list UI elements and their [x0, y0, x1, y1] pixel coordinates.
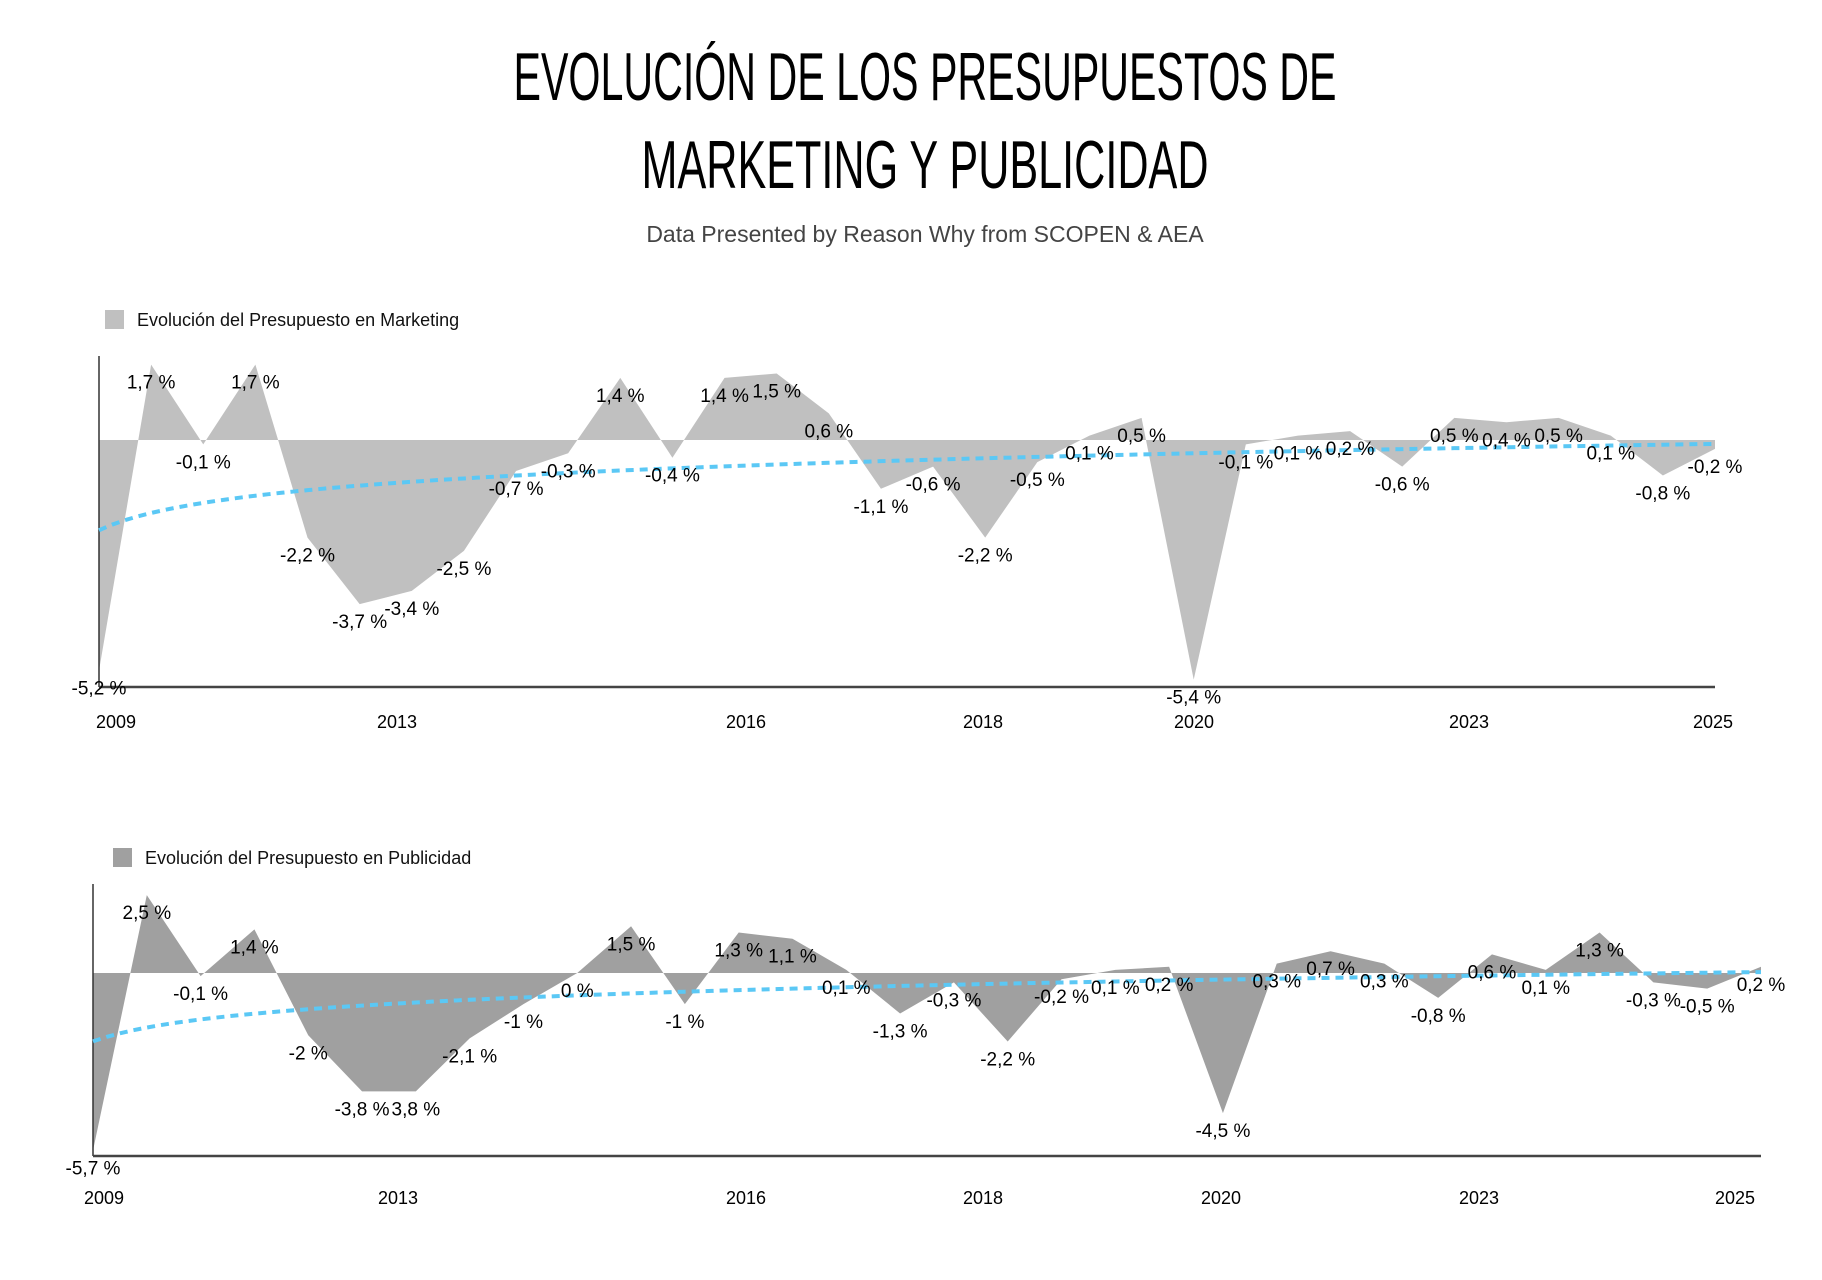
- data-label: -2,2 %: [280, 546, 335, 567]
- data-label: -5,2 %: [72, 679, 127, 700]
- x-tick-label: 2023: [1449, 712, 1489, 732]
- data-label: -4,5 %: [1195, 1121, 1250, 1142]
- data-label: 0,6 %: [1468, 962, 1517, 983]
- data-label: -0,8 %: [1635, 483, 1690, 504]
- publicidad-chart: Evolución del Presupuesto en Publicidad …: [66, 848, 1786, 1208]
- data-label: 0,5 %: [1117, 426, 1166, 447]
- data-label: 0,1 %: [1521, 978, 1570, 999]
- subtitle: Data Presented by Reason Why from SCOPEN…: [646, 221, 1204, 247]
- data-label: 1,3 %: [714, 941, 763, 962]
- data-label: -2,5 %: [436, 559, 491, 580]
- data-label: 0,1 %: [1091, 978, 1140, 999]
- data-label: -0,6 %: [906, 475, 961, 496]
- data-label: 0,3 %: [1360, 972, 1409, 993]
- data-label: -1 %: [504, 1012, 543, 1033]
- data-label: -0,5 %: [1680, 997, 1735, 1018]
- data-label: -0,1 %: [176, 452, 231, 473]
- legend-label: Evolución del Presupuesto en Publicidad: [145, 848, 471, 868]
- data-label: -0,3 %: [1626, 990, 1681, 1011]
- data-label: 0,1 %: [1586, 444, 1635, 465]
- title-line-2: MARKETING Y PUBLICIDAD: [642, 127, 1209, 203]
- x-tick-label: 2016: [726, 712, 766, 732]
- data-label: 0,6 %: [805, 421, 854, 442]
- data-label: -5,7 %: [66, 1159, 121, 1180]
- data-label: -0,5 %: [1010, 470, 1065, 491]
- data-label: -1,1 %: [853, 497, 908, 518]
- x-tick-label: 2025: [1693, 712, 1733, 732]
- x-tick-label: 2025: [1715, 1188, 1755, 1208]
- legend-swatch: [113, 848, 132, 867]
- x-tick-label: 2013: [377, 712, 417, 732]
- data-label: -0,1 %: [1218, 452, 1273, 473]
- data-label: 0,2 %: [1737, 975, 1786, 996]
- data-label: -0,3 %: [541, 461, 596, 482]
- data-label: 0,2 %: [1145, 975, 1194, 996]
- x-tick-label: 2018: [963, 712, 1003, 732]
- data-label: -2,1 %: [442, 1046, 497, 1067]
- data-label: 3,8 %: [392, 1099, 441, 1120]
- data-label: -0,1 %: [173, 984, 228, 1005]
- data-label: 0,4 %: [1482, 430, 1531, 451]
- x-tick-label: 2013: [378, 1188, 418, 1208]
- data-label: -0,2 %: [1034, 987, 1089, 1008]
- data-label: 0,5 %: [1534, 426, 1583, 447]
- data-label: 2,5 %: [123, 903, 172, 924]
- data-label: -0,6 %: [1375, 475, 1430, 496]
- data-label: 0,2 %: [1326, 439, 1375, 460]
- data-label: 1,5 %: [607, 934, 656, 955]
- data-label: 1,3 %: [1575, 941, 1624, 962]
- data-label: -0,7 %: [489, 479, 544, 500]
- data-label: -1 %: [665, 1012, 704, 1033]
- data-label: -0,3 %: [926, 990, 981, 1011]
- x-tick-label: 2023: [1459, 1188, 1499, 1208]
- legend-label: Evolución del Presupuesto en Marketing: [137, 310, 459, 330]
- data-label: 1,7 %: [231, 373, 280, 394]
- data-label: 1,4 %: [230, 937, 279, 958]
- trendline: [92, 970, 1762, 1044]
- data-label: -2,2 %: [958, 546, 1013, 567]
- data-label: 0,1 %: [822, 978, 871, 999]
- data-label: 1,4 %: [700, 386, 749, 407]
- x-tick-label: 2016: [726, 1188, 766, 1208]
- data-label: 1,1 %: [768, 947, 817, 968]
- marketing-chart: Evolución del Presupuesto en Marketing -…: [72, 310, 1743, 732]
- data-label: 1,5 %: [752, 381, 801, 402]
- data-label: 0,1 %: [1065, 444, 1114, 465]
- trendline: [98, 441, 1716, 533]
- data-label: 0 %: [561, 981, 594, 1002]
- data-label: -2 %: [289, 1043, 328, 1064]
- data-label: -0,8 %: [1411, 1006, 1466, 1027]
- data-label: 1,4 %: [596, 386, 645, 407]
- data-label: -2,2 %: [980, 1050, 1035, 1071]
- x-tick-label: 2009: [84, 1188, 124, 1208]
- x-tick-label: 2018: [963, 1188, 1003, 1208]
- data-label: -3,7 %: [332, 612, 387, 633]
- data-label: -0,2 %: [1688, 457, 1743, 478]
- data-label: -0,4 %: [645, 466, 700, 487]
- data-label: 0,7 %: [1306, 959, 1355, 980]
- data-label: 0,1 %: [1274, 444, 1323, 465]
- data-label: 0,5 %: [1430, 426, 1479, 447]
- x-tick-label: 2009: [96, 712, 136, 732]
- data-label: -3,4 %: [384, 599, 439, 620]
- data-label: -3,8 %: [335, 1099, 390, 1120]
- legend-swatch: [105, 310, 124, 329]
- data-label: 1,7 %: [127, 373, 176, 394]
- x-tick-label: 2020: [1174, 712, 1214, 732]
- title-line-1: EVOLUCIÓN DE LOS PRESUPUESTOS DE: [514, 39, 1337, 115]
- data-label: -5,4 %: [1166, 688, 1221, 709]
- area-series: [99, 364, 1715, 680]
- x-tick-label: 2020: [1201, 1188, 1241, 1208]
- area-series: [93, 895, 1761, 1151]
- data-label: -1,3 %: [873, 1021, 928, 1042]
- data-label: 0,3 %: [1252, 972, 1301, 993]
